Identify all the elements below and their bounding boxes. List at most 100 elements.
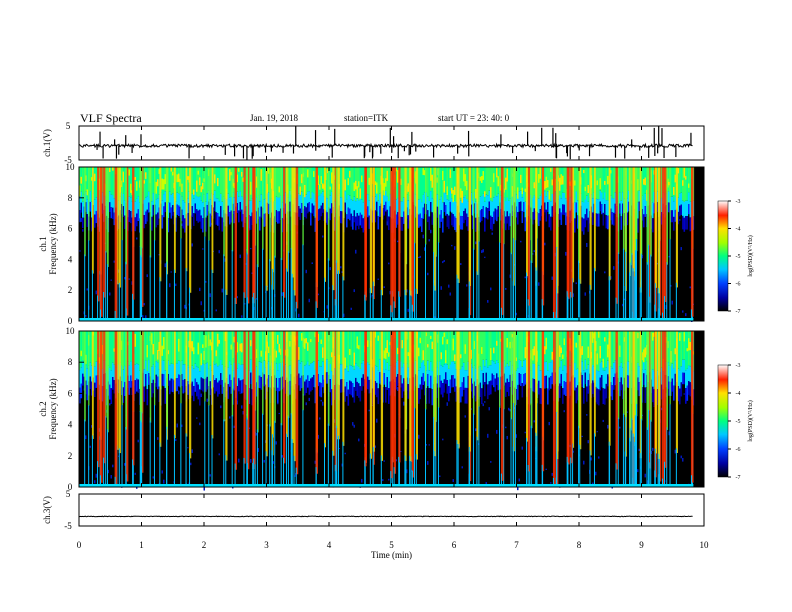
spec-band-green [376, 167, 378, 191]
spec-burst-tail [103, 457, 105, 487]
spec-noise [368, 409, 370, 412]
spec-band-green [604, 167, 606, 193]
spec-band-cyan [401, 367, 404, 384]
spec-band-blue [256, 382, 258, 397]
spec-band-green [575, 167, 578, 192]
spec-band-cyan [383, 359, 386, 374]
spec-band-cyan [241, 364, 243, 380]
spec-band-blue [524, 217, 527, 232]
spec-band-green [307, 167, 309, 192]
spec-band-blue [356, 213, 359, 226]
spec-burst [675, 167, 678, 288]
spec-band-cyan [679, 193, 681, 206]
spec-band-cyan [482, 359, 485, 374]
spec-burst [527, 167, 531, 306]
spec-burst [530, 331, 533, 429]
spec-band-cyan [539, 195, 542, 210]
spec-burst [342, 331, 345, 446]
spec-band-cyan [178, 360, 180, 375]
spec-burst [125, 331, 127, 430]
spec-band-blue [167, 374, 170, 386]
spec-band-blue [209, 213, 212, 227]
spec-band-green [680, 167, 683, 193]
spec-speckle [86, 189, 88, 196]
spec-band-green [220, 167, 222, 194]
spec-band-cyan [466, 198, 468, 214]
spec-burst [332, 167, 335, 291]
spec-band-green [671, 331, 674, 364]
spec-speckle [550, 168, 552, 172]
spec-burst [269, 167, 271, 262]
spec-band-blue [428, 216, 431, 231]
spec-noise [314, 460, 316, 464]
spec-band-blue [454, 378, 456, 392]
spec-burst-tail [617, 252, 619, 321]
spec-band-cyan [175, 201, 177, 218]
spec-band-cyan [326, 198, 329, 213]
spec-band-green [523, 331, 525, 361]
spec-burst-tail [556, 411, 558, 487]
spec-band-blue [331, 203, 333, 214]
spec-noise [482, 249, 484, 253]
spec-band-cyan [169, 365, 171, 381]
spec-speckle [275, 350, 277, 358]
spec-noise [355, 249, 357, 254]
spec-band-blue [349, 380, 351, 395]
spec-band-blue [637, 218, 639, 233]
spec-burst-tail [468, 281, 470, 321]
spec-noise [196, 417, 198, 419]
spec-band-blue [395, 376, 398, 390]
spec-burst-tail [675, 282, 677, 321]
spec-band-blue [661, 384, 663, 400]
spec-burst [323, 167, 327, 282]
spec-burst-tail [472, 248, 474, 321]
spec-band-blue [490, 380, 492, 395]
spec-band-cyan [371, 196, 374, 211]
spec-burst-tail [579, 444, 581, 487]
spec-burst [380, 167, 384, 296]
spec-band-cyan [481, 370, 483, 389]
spec-band-cyan [200, 362, 203, 378]
spec-burst [380, 331, 384, 461]
spec-burst-tail [253, 292, 255, 321]
spec-band-cyan [322, 191, 324, 203]
spec-band-blue [607, 374, 609, 387]
spec-band-cyan [368, 200, 371, 216]
spec-band-green [595, 167, 597, 199]
spec-band-green [353, 331, 356, 370]
spec-speckle [317, 175, 319, 186]
spec-band-cyan [242, 364, 245, 380]
spec-band-cyan [157, 198, 159, 213]
spec-band-green [679, 331, 681, 371]
spec-burst [231, 331, 234, 417]
spec-burst-tail [88, 405, 90, 487]
spec-band-cyan [80, 367, 83, 384]
spec-band-blue [130, 211, 132, 224]
spec-band-cyan [400, 361, 402, 376]
spec-band-blue [626, 212, 629, 226]
spec-band-cyan [110, 370, 113, 389]
spec-band-cyan [112, 362, 114, 378]
spec-noise [674, 449, 676, 454]
spec-band-cyan [346, 366, 348, 383]
spec-noise [586, 414, 588, 416]
spec-band-cyan [124, 366, 126, 382]
spec-band-cyan [547, 370, 549, 389]
spec-speckle [604, 337, 606, 342]
spec-speckle [637, 332, 639, 339]
spec-burst [666, 331, 668, 430]
spec-band-green [350, 331, 353, 366]
spec-band-blue [311, 377, 314, 391]
spec-band-blue [163, 206, 165, 218]
spec-burst-tail [578, 260, 580, 321]
spec-noise [218, 453, 220, 456]
spec-speckle [454, 354, 456, 362]
spec-band-blue [80, 202, 83, 213]
spec-speckle [464, 174, 466, 187]
spec-band-cyan [521, 197, 524, 211]
spec-band-cyan [236, 368, 239, 387]
spec-band-cyan [164, 370, 167, 389]
spec-band-cyan [559, 195, 561, 209]
spec-band-blue [202, 218, 204, 233]
spec-band-cyan [403, 363, 405, 379]
